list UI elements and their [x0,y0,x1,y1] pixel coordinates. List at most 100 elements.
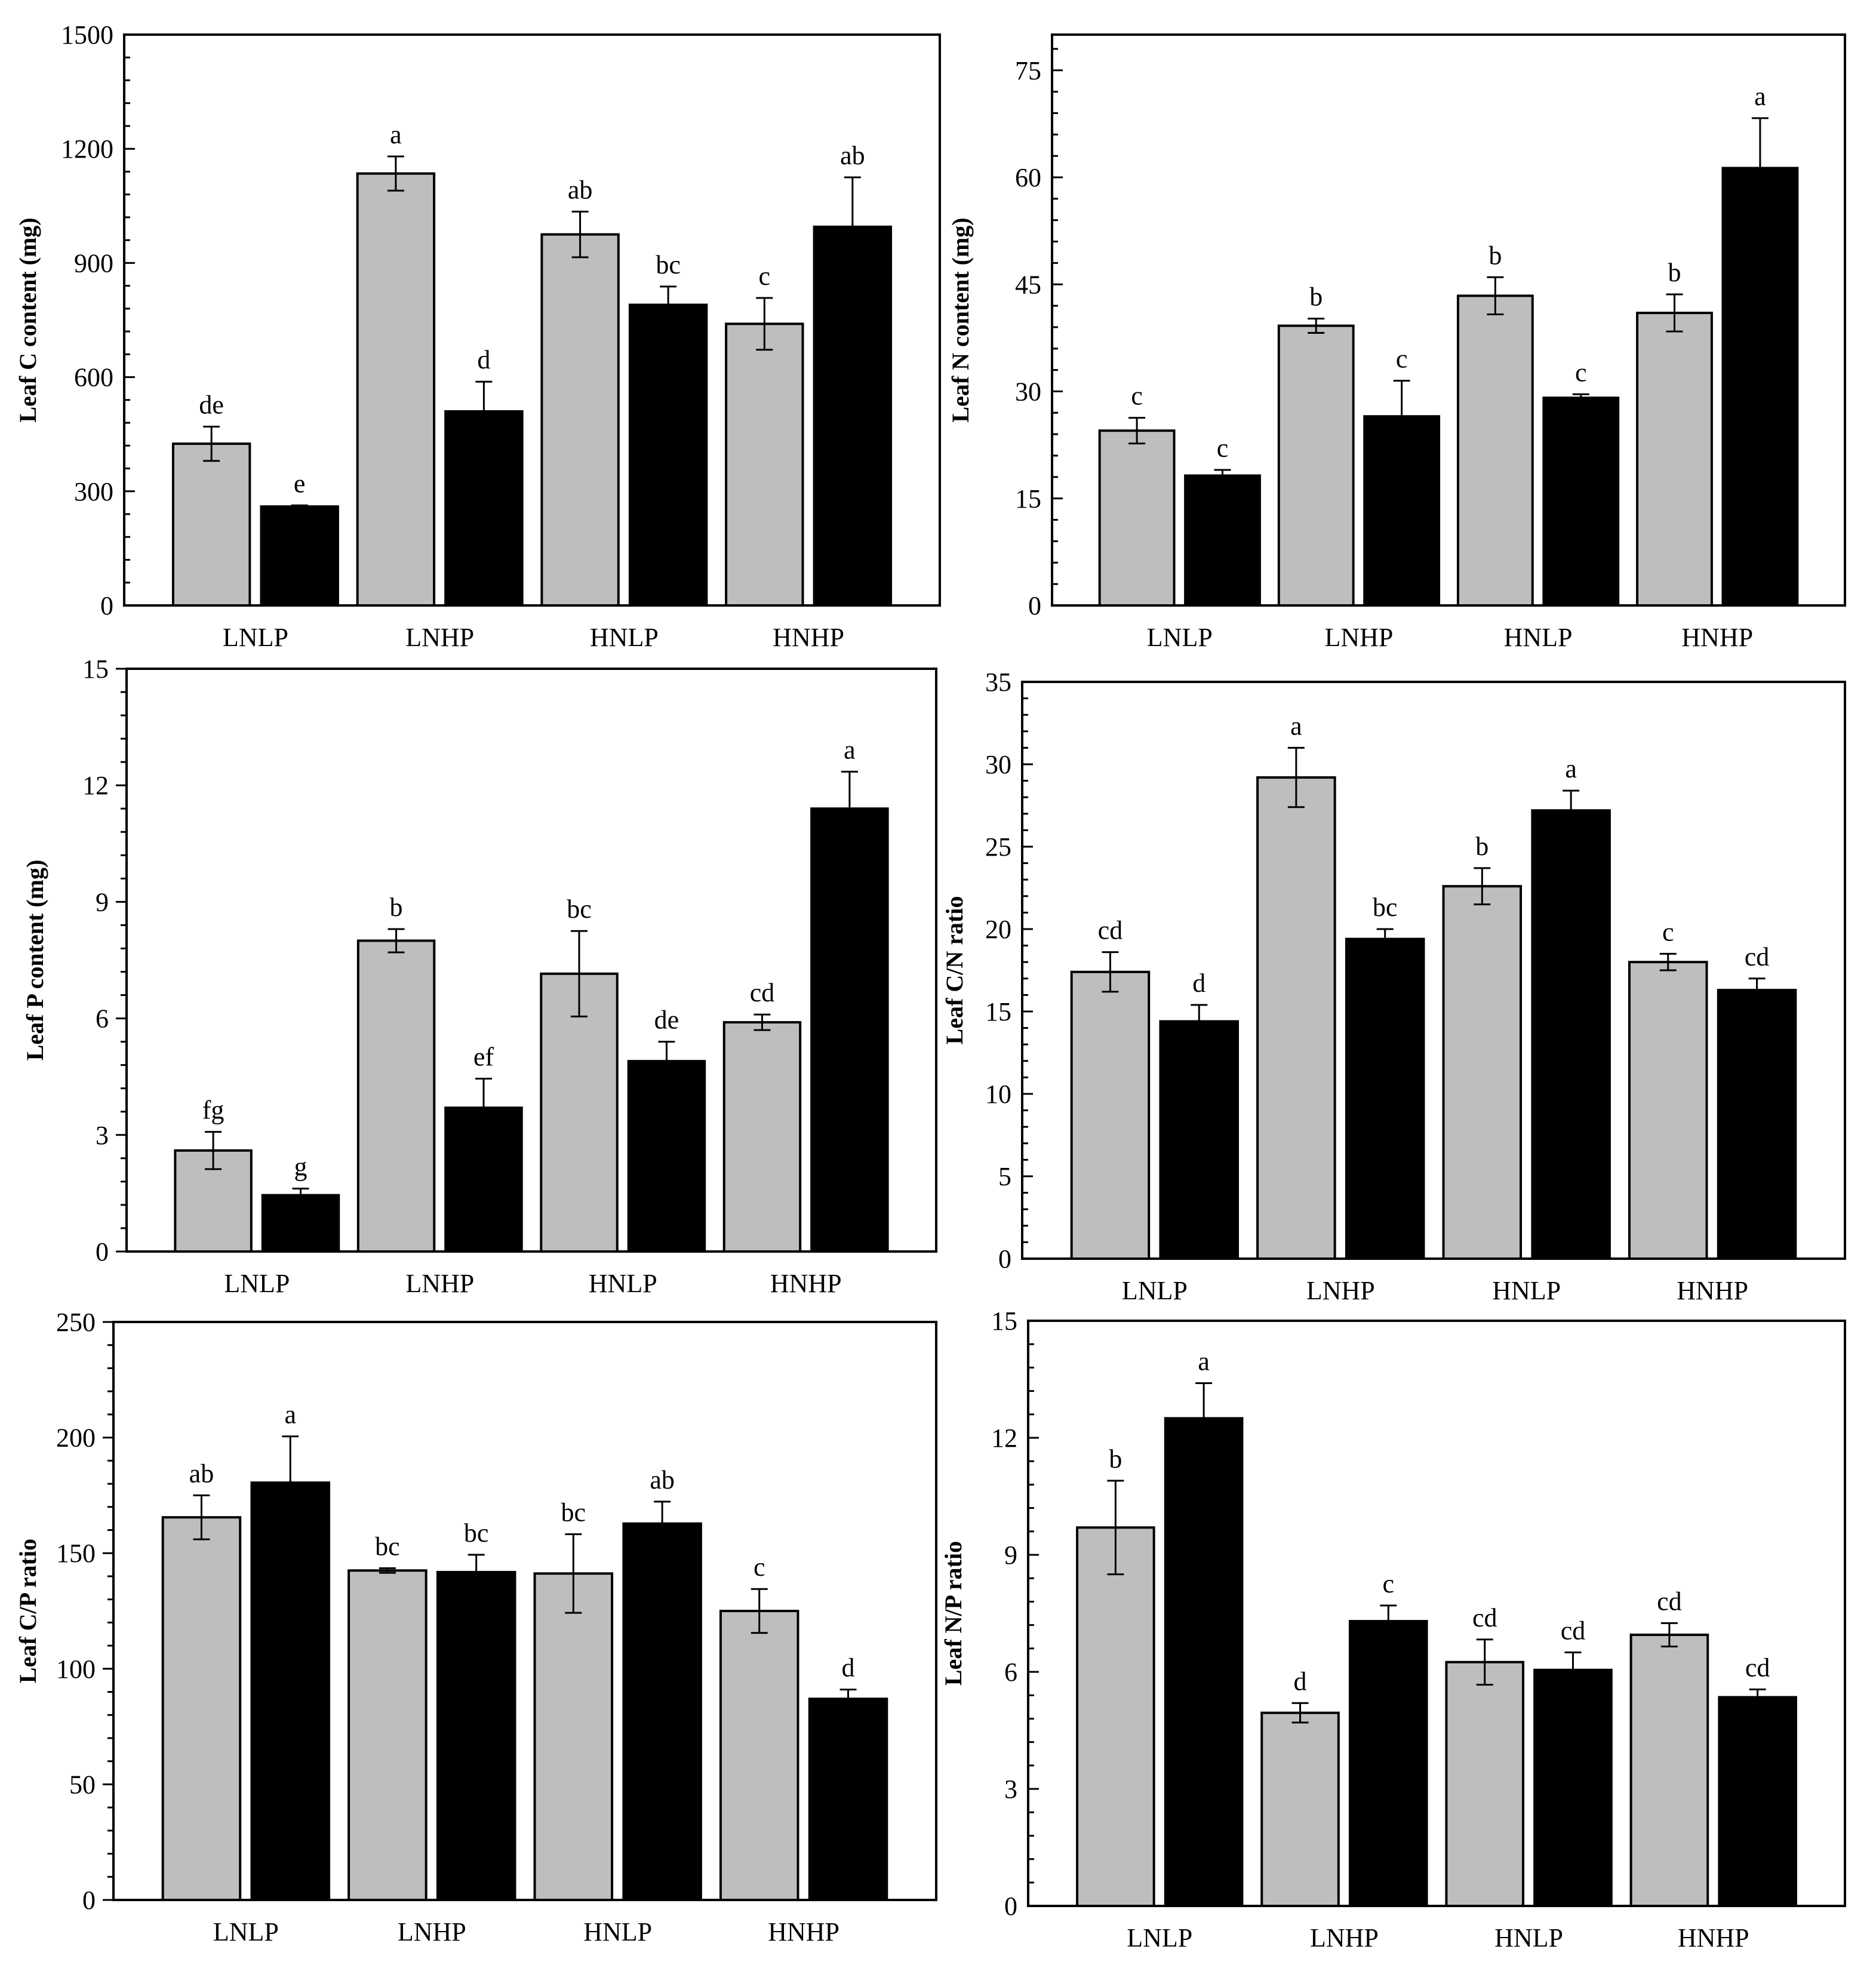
significance-letter: c [1383,1569,1395,1598]
plot-frame [112,1321,937,1901]
y-tick-label: 3 [1004,1775,1017,1804]
y-tick-label: 50 [69,1770,96,1799]
y-tick-label: 200 [56,1423,96,1453]
x-tick-label: HNLP [589,1269,657,1298]
y-tick-label: 35 [985,668,1011,697]
x-tick-label: LNHP [1324,623,1393,652]
y-tick-label: 9 [1004,1541,1017,1570]
y-tick-label: 12 [991,1423,1017,1453]
x-tick-label: LNLP [1122,1276,1188,1305]
panel-leaf-cp-ratio: ab a LNLP bc bc LNHP bc ab HNLP c d HNHP 0 50 100 150 20… [14,1308,937,1947]
x-tick-label: HNHP [1678,1923,1749,1953]
plot-frame [1021,681,1846,1260]
y-tick-label: 0 [998,1244,1011,1274]
significance-letter: a [1198,1347,1210,1376]
y-tick-label: 250 [56,1308,96,1337]
bar-hnlp-black [1533,1668,1613,1908]
bar-hnhp-black [1717,989,1797,1260]
y-tick-label: 5 [998,1162,1011,1191]
bar-hnlp-gray [540,233,620,607]
y-axis-title: Leaf P content (mg) [21,860,48,1061]
significance-letter: b [1109,1444,1122,1474]
panel-leaf-n-content: c c LNLP b c LNHP b c HNLP b a HNHP 0 15 30 45 60 75 Leaf … [947,33,1846,652]
bar-hnlp-gray [540,972,619,1253]
bar-lnlp-gray [1076,1526,1155,1907]
x-tick-label: HNHP [1681,623,1753,652]
bar-lnhp-black [1345,937,1425,1260]
significance-letter: e [294,469,306,498]
significance-letter: c [759,262,771,291]
significance-letter: de [654,1006,679,1035]
significance-letter: cd [1561,1616,1586,1645]
significance-letter: a [285,1400,297,1429]
y-tick-label: 30 [985,750,1011,779]
bar-lnhp-gray [347,1569,428,1901]
significance-letter: b [390,893,403,922]
significance-letter: c [1396,345,1408,374]
x-tick-label: HNHP [773,623,844,652]
y-tick-label: 12 [82,771,109,800]
x-tick-label: LNLP [1127,1923,1192,1953]
x-tick-label: LNHP [405,1269,474,1298]
bar-lnhp-gray [1277,324,1355,607]
significance-letter: bc [1373,893,1398,922]
x-tick-label: LNHP [1306,1276,1375,1305]
y-tick-label: 150 [56,1539,96,1568]
y-tick-label: 15 [1015,484,1041,514]
y-axis-title: Leaf C content (mg) [14,217,41,422]
y-tick-label: 100 [56,1655,96,1684]
y-tick-label: 15 [991,1306,1017,1336]
bar-hnhp-black [813,225,893,607]
x-tick-label: LNHP [398,1917,466,1947]
significance-letter: a [1565,754,1577,783]
significance-letter: d [1294,1666,1307,1696]
bar-hnhp-black [808,1698,888,1901]
x-tick-label: HNLP [1492,1276,1561,1305]
panel-leaf-cn-ratio: cd d LNLP a bc LNHP b a HNLP c cd HNHP 0 5 10 15 20 25 30 3… [941,668,1846,1305]
significance-letter: cd [1098,916,1123,945]
significance-letter: c [1217,433,1229,463]
significance-letter: bc [464,1518,489,1548]
significance-letter: d [842,1653,855,1683]
bar-hnhp-gray [722,1021,802,1253]
bar-hnhp-gray [1628,961,1708,1260]
y-tick-label: 75 [1015,56,1041,85]
significance-letter: a [844,735,856,764]
significance-letter: g [294,1152,307,1182]
significance-letter: a [1754,82,1766,111]
bar-lnhp-black [444,410,524,607]
plot-frame [123,33,941,607]
significance-letter: c [1575,358,1587,387]
y-tick-label: 300 [74,477,113,506]
y-tick-label: 0 [1028,591,1041,620]
significance-letter: cd [750,978,775,1007]
y-tick-label: 9 [96,887,109,917]
x-tick-label: HNHP [1677,1276,1748,1305]
y-tick-label: 1200 [61,134,113,164]
panel-leaf-p-content: fg g LNLP b ef LNHP bc de HNLP cd a HNHP 0 3 6 9 12 15 Lea… [21,654,937,1298]
bar-hnhp-black [1718,1696,1797,1907]
y-tick-label: 15 [82,654,109,684]
significance-letter: d [1192,968,1205,998]
bar-hnhp-gray [1636,312,1713,607]
bar-lnhp-gray [356,172,436,607]
bar-hnlp-black [627,1060,706,1253]
y-tick-label: 3 [96,1121,109,1150]
significance-letter: a [1290,711,1302,740]
x-tick-label: LNHP [1310,1923,1379,1953]
significance-letter: cd [1745,1653,1770,1682]
significance-letter: cd [1472,1603,1497,1632]
significance-letter: bc [567,894,592,924]
bar-lnhp-gray [1256,776,1336,1260]
bar-lnhp-black [436,1570,516,1902]
y-tick-label: 45 [1015,270,1041,299]
significance-letter: bc [561,1498,586,1527]
y-tick-label: 25 [985,832,1011,862]
bar-lnlp-gray [1098,429,1176,607]
bar-hnlp-black [622,1522,702,1901]
bar-lnhp-gray [1260,1711,1340,1908]
y-tick-label: 900 [74,248,113,278]
bar-lnlp-black [250,1481,331,1901]
bar-lnlp-black [260,505,339,607]
